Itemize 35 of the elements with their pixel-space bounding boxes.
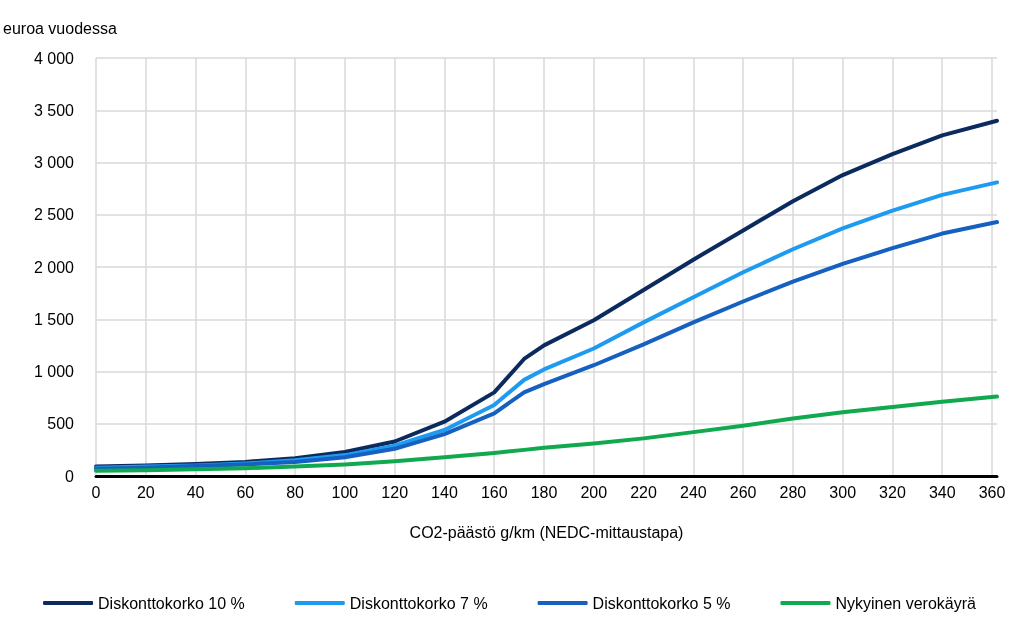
legend-label: Diskonttokorko 5 % — [592, 594, 731, 612]
x-tick-label: 160 — [480, 483, 508, 501]
x-tick-label: 280 — [779, 483, 807, 501]
y-tick-label: 4 000 — [33, 49, 75, 67]
x-tick-label: 0 — [91, 483, 101, 501]
x-tick-label: 260 — [729, 483, 757, 501]
y-tick-label: 1 500 — [33, 310, 75, 328]
line-series — [94, 394, 999, 473]
y-tick-label: 1 000 — [33, 363, 75, 380]
y-tick-label: 3 500 — [33, 101, 75, 119]
x-tick-label: 80 — [286, 483, 305, 501]
x-tick-label: 60 — [236, 483, 255, 501]
x-axis-title: CO2-päästö g/km (NEDC-mittaustapa) — [409, 523, 684, 541]
x-tick-label: 320 — [879, 483, 906, 501]
x-tick-label: 340 — [928, 483, 956, 501]
y-tick-label: 2 500 — [33, 206, 75, 224]
x-tick-label: 240 — [680, 483, 707, 501]
x-tick-label: 100 — [331, 483, 359, 501]
x-tick-label: 140 — [431, 483, 458, 501]
x-tick-label: 300 — [829, 483, 857, 501]
x-tick-label: 220 — [630, 483, 658, 501]
x-tick-label: 180 — [530, 483, 558, 501]
y-tick-label: 500 — [47, 415, 75, 433]
x-tick-label: 40 — [186, 483, 205, 501]
y-tick-label: 3 000 — [33, 154, 75, 171]
y-tick-label: 2 000 — [33, 258, 75, 276]
legend-label: Diskonttokorko 7 % — [349, 594, 488, 612]
x-tick-label: 200 — [580, 483, 608, 501]
x-tick-label: 360 — [978, 483, 1006, 501]
legend-label: Nykyinen verokäyrä — [835, 594, 977, 612]
y-axis-title: euroa vuodessa — [3, 19, 117, 37]
legend-label: Diskonttokorko 10 % — [98, 594, 245, 612]
y-tick-label: 0 — [65, 467, 75, 485]
x-tick-label: 120 — [381, 483, 409, 501]
x-tick-label: 20 — [136, 483, 155, 501]
